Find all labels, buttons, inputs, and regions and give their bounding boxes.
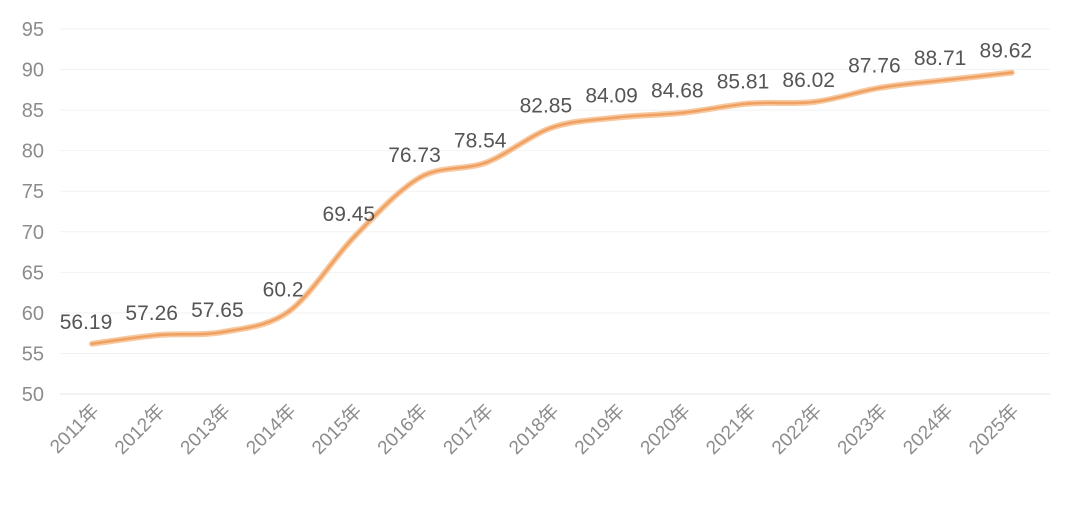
data-point	[1010, 71, 1014, 75]
y-tick-label: 55	[22, 343, 44, 365]
x-tick-label: 2024年	[899, 400, 958, 459]
data-point	[484, 161, 488, 165]
data-label: 88.71	[914, 47, 967, 70]
y-tick-label: 95	[22, 19, 44, 41]
data-point	[90, 342, 94, 346]
x-tick-label: 2016年	[373, 400, 432, 459]
x-tick-label: 2013年	[176, 400, 235, 459]
data-label: 87.76	[848, 55, 901, 78]
x-tick-label: 2011年	[46, 400, 104, 458]
y-tick-label: 70	[22, 222, 44, 244]
x-tick-label: 2020年	[636, 400, 695, 459]
data-label: 57.26	[125, 302, 178, 325]
data-label: 78.54	[454, 130, 507, 153]
y-axis: 50 55 60 65 70 75 80 85 90 95	[22, 19, 44, 406]
y-tick-label: 85	[22, 100, 44, 122]
data-label: 69.45	[323, 203, 376, 226]
data-label: 57.65	[191, 299, 244, 322]
x-tick-label: 2014年	[242, 400, 301, 459]
data-point	[813, 100, 817, 104]
x-tick-label: 2018年	[505, 400, 564, 459]
y-tick-label: 60	[22, 303, 44, 325]
y-tick-label: 50	[22, 384, 44, 406]
data-labels: 56.19 57.26 57.65 60.2 69.45 76.73 78.54 82.85 8…	[60, 40, 1032, 334]
data-point	[747, 102, 751, 106]
data-point	[550, 126, 554, 130]
y-tick-label: 80	[22, 141, 44, 163]
data-point	[616, 115, 620, 119]
data-label: 84.68	[651, 80, 704, 103]
y-tick-label: 90	[22, 60, 44, 82]
x-tick-label: 2017年	[439, 400, 498, 459]
x-tick-label: 2025年	[964, 400, 1023, 459]
data-label: 76.73	[388, 144, 441, 167]
y-tick-label: 65	[22, 262, 44, 284]
data-point	[419, 175, 422, 179]
data-point	[353, 234, 357, 238]
grid	[60, 28, 1050, 395]
x-tick-label: 2012年	[110, 400, 169, 459]
data-label: 60.2	[263, 278, 304, 301]
x-axis: 2011年 2012年 2013年 2014年 2015年 2016年 2017年 2018年…	[46, 400, 1024, 459]
data-point	[221, 330, 225, 334]
data-label: 89.62	[980, 40, 1033, 63]
series-line-path	[90, 71, 1014, 346]
data-point	[878, 86, 882, 90]
data-point	[287, 309, 291, 313]
series-line	[89, 69, 1015, 347]
x-tick-label: 2021年	[702, 400, 761, 459]
data-label: 82.85	[520, 95, 573, 118]
x-tick-label: 2015年	[307, 400, 366, 459]
y-tick-label: 75	[22, 181, 44, 203]
data-label: 85.81	[717, 71, 770, 94]
data-point	[944, 78, 948, 82]
data-point	[156, 333, 160, 337]
x-tick-label: 2022年	[767, 400, 826, 459]
x-tick-label: 2023年	[833, 400, 892, 459]
data-point	[681, 111, 685, 115]
data-label: 56.19	[60, 311, 113, 334]
x-tick-label: 2019年	[570, 400, 629, 459]
data-label: 86.02	[782, 69, 835, 92]
data-label: 84.09	[585, 84, 638, 107]
